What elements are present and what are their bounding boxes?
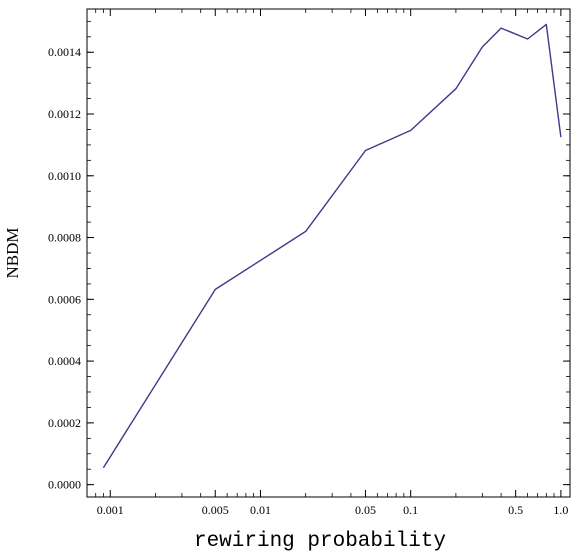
y-axis-ticks: 0.0000 0.0002 0.0004 0.0006 0.0008 0.0010 0.00…	[48, 20, 570, 492]
y-tick-label: 0.0008	[48, 231, 81, 245]
y-axis-label: NBDM	[3, 227, 22, 278]
x-axis-ticks: 0.001 0.005 0.01 0.05 0.1 0.5 1.0	[86, 9, 568, 517]
y-tick-label: 0.0014	[48, 45, 81, 59]
y-tick-label: 0.0012	[48, 107, 81, 121]
x-tick-label: 0.05	[355, 503, 376, 517]
y-tick-label: 0.0006	[48, 292, 81, 306]
x-tick-label: 0.005	[202, 503, 229, 517]
x-axis-label: rewiring probability	[194, 530, 446, 553]
x-tick-label: 0.5	[508, 503, 523, 517]
x-tick-label: 0.001	[97, 503, 124, 517]
y-tick-label: 0.0002	[48, 416, 81, 430]
y-tick-label: 0.0000	[48, 478, 81, 492]
x-tick-label: 1.0	[553, 503, 568, 517]
y-tick-label: 0.0004	[48, 354, 81, 368]
x-tick-label: 0.01	[250, 503, 271, 517]
series-line	[102, 23, 562, 469]
plot-frame	[86, 8, 571, 498]
series-layer	[102, 23, 562, 469]
y-tick-label: 0.0010	[48, 169, 81, 183]
x-tick-label: 0.1	[403, 503, 418, 517]
